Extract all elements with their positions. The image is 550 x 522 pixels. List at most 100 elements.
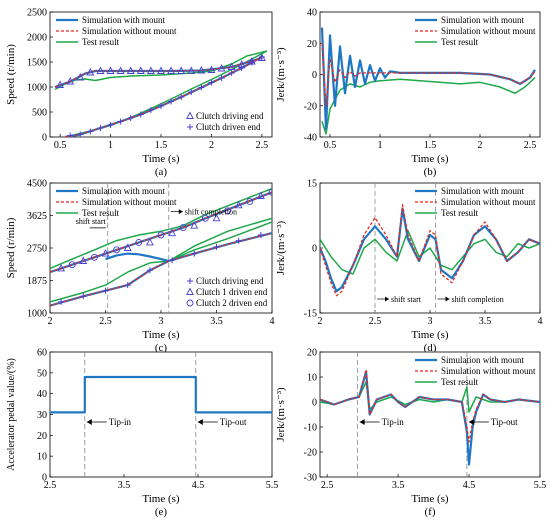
x-tick-label: 1 [108, 140, 113, 151]
marker-circle [268, 188, 272, 196]
marker-circle [135, 238, 143, 246]
panel-e: 2.5 3.5 4.5 5.5 0 10 20 30 40 50 60 Time (s) Acceler… [6, 348, 278, 519]
y-tick-label: 10 [37, 452, 47, 463]
annotation-label: Tip-out [491, 417, 518, 427]
y-tick-label: 60 [37, 348, 47, 359]
annotation-arrowhead [359, 419, 365, 425]
annotation-arrowhead [86, 419, 92, 425]
annotation-arrowhead [445, 296, 450, 302]
x-axis-label: Time (s) [411, 329, 449, 341]
legend-label: Test result [441, 377, 479, 387]
legend-label: Simulation without mount [441, 366, 536, 376]
y-tick-label: 15 [307, 179, 317, 190]
x-tick-label: 3.5 [392, 480, 405, 491]
marker-plus [208, 79, 215, 86]
legend-label: Clutch 2 driven end [196, 298, 268, 308]
marker-plus [124, 282, 131, 289]
y-axis-label: Speed (r/min) [5, 217, 17, 278]
marker-plus [77, 131, 84, 137]
legend-label: Simulation with mount [441, 15, 525, 25]
series-line [50, 221, 272, 303]
marker-plus [169, 257, 176, 264]
series-line [320, 27, 536, 131]
marker-triangle [197, 66, 206, 74]
y-tick-label: 0 [42, 473, 47, 484]
legend-label: Simulation with mount [441, 186, 525, 196]
marker-plus [97, 125, 104, 131]
panel-d: 2 2.5 3 3.5 4 -15 0 15 Time (s) Jerk/(m·s⁻³) (d) sh… [275, 179, 543, 355]
legend-label: Test result [82, 208, 120, 218]
legend-label: Clutch driven end [196, 122, 261, 132]
marker-triangle [186, 287, 194, 295]
plot-frame [49, 351, 273, 478]
x-axis-label: Time (s) [142, 329, 180, 341]
annotation-label: Tip-out [220, 417, 247, 427]
marker-plus [168, 98, 175, 105]
y-tick-label: 30 [37, 410, 47, 421]
marker-triangle [136, 66, 145, 74]
y-tick-label: 0 [42, 133, 47, 144]
marker-triangle [79, 256, 88, 264]
marker-triangle [227, 62, 236, 70]
marker-plus [257, 232, 264, 238]
panel-caption: (e) [155, 506, 168, 518]
y-tick-label: 500 [32, 108, 47, 119]
x-tick-label: 3 [159, 316, 164, 327]
plot-area [320, 183, 540, 313]
y-axis-label: Jerk/(m·s⁻³) [275, 221, 287, 276]
marker-plus [67, 132, 74, 137]
y-tick-label: 2000 [27, 33, 47, 44]
marker-plus [80, 293, 87, 300]
x-axis-label: Time (s) [411, 493, 449, 505]
panel-a: 0.5 1 1.5 2 2.5 0 500 1000 1500 2000 2500 Time (s) S… [5, 8, 273, 178]
legend-label: Simulation without mount [82, 197, 177, 207]
marker-plus [187, 278, 193, 284]
annotation-label: Tip-in [109, 417, 132, 427]
legend-label: Simulation with mount [82, 186, 166, 196]
marker-circle [90, 253, 98, 261]
marker-triangle [186, 111, 194, 119]
x-tick-label: 1.5 [155, 140, 168, 151]
marker-circle [113, 246, 121, 254]
annotation-arrowhead [468, 419, 474, 425]
marker-plus [188, 89, 195, 95]
legend-label: Clutch 1 driven end [196, 287, 268, 297]
annotation-label: shift completion [452, 295, 504, 304]
marker-triangle [157, 66, 165, 74]
x-tick-label: 2.5 [256, 140, 269, 151]
plot-area [50, 352, 272, 477]
plot-area [54, 50, 268, 137]
y-tick-label: 50 [37, 368, 47, 379]
marker-plus [58, 298, 65, 305]
marker-plus [235, 237, 242, 244]
y-tick-label: 4500 [27, 179, 47, 190]
x-axis-label: Time (s) [142, 153, 180, 165]
x-tick-label: 2.5 [369, 316, 382, 327]
y-tick-label: 1875 [27, 276, 47, 287]
marker-triangle [106, 66, 115, 74]
annotation-arrowhead [178, 209, 183, 215]
series-line [168, 217, 272, 262]
panel-caption: (f) [425, 506, 436, 518]
marker-plus [146, 267, 153, 274]
legend-label: Simulation with mount [441, 355, 525, 365]
x-tick-label: 0.5 [324, 140, 337, 151]
legend-label: Test result [441, 37, 479, 47]
x-tick-label: 3 [428, 316, 433, 327]
y-tick-label: -10 [304, 423, 317, 434]
series-line [321, 43, 536, 107]
y-tick-label: 1000 [27, 309, 47, 320]
marker-triangle [126, 66, 135, 74]
marker-circle [246, 198, 254, 206]
marker-plus [191, 250, 198, 257]
marker-plus [238, 65, 245, 71]
marker-plus [137, 111, 144, 118]
y-axis-label: Jerk/(m·s⁻³) [275, 47, 287, 102]
marker-triangle [56, 80, 65, 88]
marker-circle [68, 261, 76, 269]
marker-plus [147, 107, 154, 113]
marker-plus [248, 59, 255, 66]
marker-triangle [207, 65, 216, 73]
x-tick-label: 1 [378, 140, 383, 151]
